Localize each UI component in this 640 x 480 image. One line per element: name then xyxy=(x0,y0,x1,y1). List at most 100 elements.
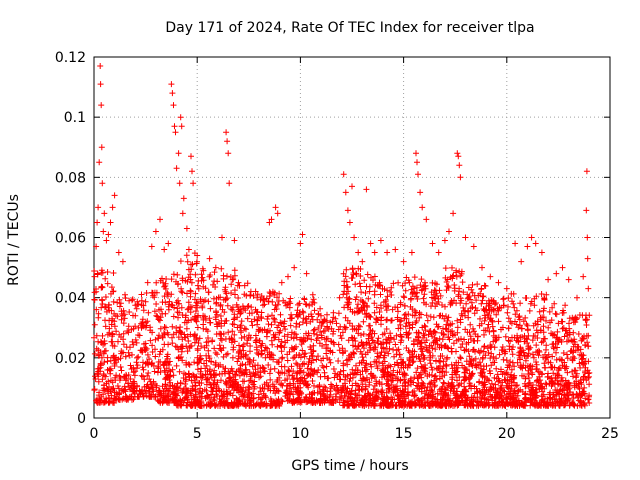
data-point xyxy=(419,204,426,211)
data-point xyxy=(415,380,422,387)
data-point xyxy=(112,374,118,381)
data-point xyxy=(237,310,244,317)
data-point xyxy=(237,362,244,369)
data-point xyxy=(462,312,468,319)
data-point xyxy=(98,304,105,311)
data-point xyxy=(422,285,429,292)
data-point xyxy=(228,402,235,409)
y-tick-label: 0.12 xyxy=(55,50,86,66)
data-point xyxy=(352,296,359,303)
data-point xyxy=(91,321,98,328)
data-point xyxy=(318,357,325,364)
data-point xyxy=(264,316,271,322)
data-point xyxy=(174,271,181,278)
data-point xyxy=(359,368,366,375)
data-point xyxy=(206,255,213,262)
data-point xyxy=(508,346,515,353)
data-point xyxy=(448,361,455,368)
data-point xyxy=(389,317,395,324)
data-point xyxy=(564,355,571,362)
data-point xyxy=(139,316,146,323)
data-point xyxy=(165,240,172,247)
data-point xyxy=(522,383,529,390)
data-point xyxy=(484,325,491,331)
data-point xyxy=(457,344,464,351)
data-point xyxy=(153,312,160,319)
data-point xyxy=(546,308,553,315)
data-point xyxy=(546,395,553,402)
data-point xyxy=(504,400,511,407)
data-point xyxy=(261,385,268,392)
data-point xyxy=(483,363,490,369)
data-point xyxy=(306,391,313,398)
data-point xyxy=(366,331,373,338)
data-point xyxy=(99,376,106,383)
data-point xyxy=(341,288,348,295)
data-point xyxy=(395,308,401,315)
data-point xyxy=(355,249,362,256)
data-point xyxy=(266,354,273,361)
data-point xyxy=(394,377,401,384)
data-point xyxy=(480,366,487,373)
data-point xyxy=(303,320,310,327)
data-point xyxy=(143,345,150,352)
x-axis-label: GPS time / hours xyxy=(291,458,408,474)
data-point xyxy=(330,366,337,372)
data-point xyxy=(99,332,106,339)
data-point xyxy=(270,387,277,394)
data-point xyxy=(387,401,393,408)
data-point xyxy=(343,294,350,301)
data-point xyxy=(526,375,532,381)
data-point xyxy=(378,321,384,328)
data-point xyxy=(95,314,102,321)
data-point xyxy=(94,219,101,226)
data-point xyxy=(433,357,439,364)
data-point xyxy=(161,330,167,336)
data-point xyxy=(530,382,536,388)
data-point xyxy=(186,401,193,408)
data-point xyxy=(109,317,116,324)
data-point xyxy=(284,351,291,358)
data-point xyxy=(203,381,210,388)
data-point xyxy=(406,322,413,329)
data-point xyxy=(575,331,582,337)
data-point xyxy=(359,342,366,349)
data-point xyxy=(525,380,532,387)
data-point xyxy=(252,306,259,313)
data-point xyxy=(339,350,346,357)
data-point xyxy=(555,338,562,345)
data-point xyxy=(341,392,348,399)
data-point xyxy=(438,342,445,349)
data-point xyxy=(481,384,488,391)
data-point xyxy=(451,285,458,292)
data-point xyxy=(98,354,105,361)
data-point xyxy=(383,389,390,396)
data-point xyxy=(348,351,354,358)
data-point xyxy=(512,311,519,318)
data-point xyxy=(175,297,181,304)
data-point xyxy=(98,284,105,291)
data-point xyxy=(272,302,279,309)
data-point xyxy=(300,338,307,345)
data-point xyxy=(178,123,185,130)
data-point xyxy=(479,264,485,271)
data-point xyxy=(217,403,223,409)
data-point xyxy=(425,347,432,354)
data-point xyxy=(228,281,235,288)
data-point xyxy=(224,138,231,145)
data-point xyxy=(120,320,127,327)
data-point xyxy=(411,400,418,407)
data-point xyxy=(305,398,312,405)
data-point xyxy=(321,392,328,399)
data-point xyxy=(555,320,562,327)
data-point xyxy=(285,367,292,373)
data-point xyxy=(344,207,351,214)
data-point xyxy=(320,328,327,335)
data-point xyxy=(467,321,474,328)
data-point xyxy=(237,400,244,407)
data-point xyxy=(390,367,397,374)
data-point xyxy=(183,252,190,259)
data-point xyxy=(114,383,121,389)
data-point xyxy=(246,332,252,339)
data-point xyxy=(201,344,208,351)
